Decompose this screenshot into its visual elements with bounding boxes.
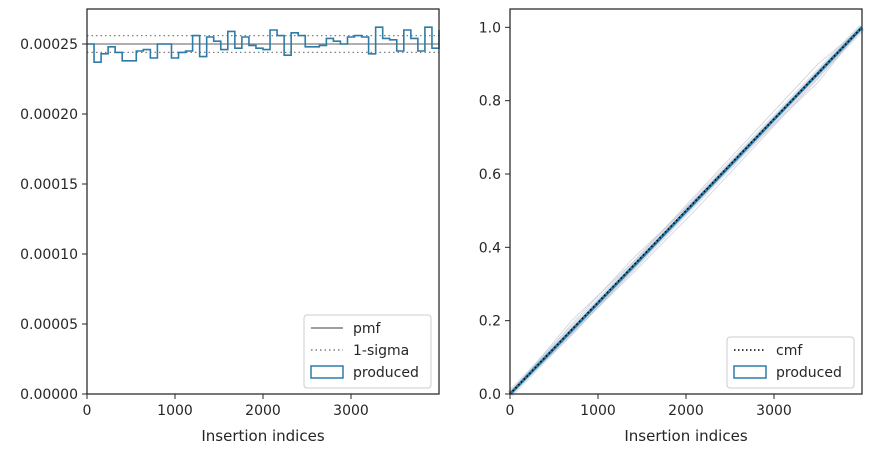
faint-curve — [509, 26, 863, 395]
left-legend: pmf 1-sigma produced — [303, 314, 432, 389]
legend-produced-label-right: produced — [776, 365, 842, 381]
left-panel-pmf: 0 1000 2000 3000 0.00000 0.00005 0.00010 0.0001… — [20, 8, 440, 445]
right-y-tick-label: 0.4 — [479, 240, 501, 256]
left-y-tick-label: 0.00020 — [20, 107, 78, 123]
right-x-tick-label: 3000 — [756, 403, 792, 419]
left-y-tick-label: 0.00015 — [20, 177, 78, 193]
left-plot-area — [87, 26, 440, 63]
left-x-tick-label: 1000 — [157, 403, 193, 419]
right-y-tick-label: 0.8 — [479, 94, 501, 110]
right-legend: cmf produced — [726, 336, 855, 389]
right-plot-area — [507, 24, 865, 397]
right-panel-cmf: 0 1000 2000 3000 0.0 0.2 0.4 0.6 0.8 1.0 Insertio… — [479, 8, 865, 445]
left-y-tick-label: 0.00025 — [20, 37, 78, 53]
legend-sigma-label: 1-sigma — [353, 343, 409, 359]
legend-cmf-label: cmf — [776, 343, 803, 359]
right-y-tick-label: 0.2 — [479, 314, 501, 330]
right-y-tick-label: 0.0 — [479, 387, 501, 403]
left-frame — [86, 8, 440, 395]
left-x-tick-label: 3000 — [333, 403, 369, 419]
legend-pmf-label: pmf — [353, 321, 382, 337]
right-x-tick-label: 2000 — [668, 403, 704, 419]
left-x-axis-label: Insertion indices — [201, 427, 324, 445]
right-frame — [509, 8, 863, 395]
left-axes: 0 1000 2000 3000 0.00000 0.00005 0.00010 0.0001… — [20, 8, 440, 419]
left-legend-frame — [303, 314, 432, 389]
right-x-tick-label: 1000 — [580, 403, 616, 419]
left-x-tick-label: 2000 — [245, 403, 281, 419]
legend-produced-label: produced — [353, 365, 419, 381]
cmf-line — [509, 26, 863, 395]
right-y-tick-label: 1.0 — [479, 20, 501, 36]
left-x-tick-label: 0 — [83, 403, 92, 419]
left-y-tick-label: 0.00000 — [20, 387, 78, 403]
left-y-tick-label: 0.00005 — [20, 317, 78, 333]
legend-produced-swatch-right — [733, 365, 767, 379]
right-y-tick-label: 0.6 — [479, 167, 501, 183]
left-y-tick-label: 0.00010 — [20, 247, 78, 263]
legend-produced-swatch — [310, 365, 344, 379]
right-axes: 0 1000 2000 3000 0.0 0.2 0.4 0.6 0.8 1.0 — [479, 8, 863, 419]
right-x-tick-label: 0 — [506, 403, 515, 419]
produced-step — [87, 26, 440, 63]
right-x-axis-label: Insertion indices — [624, 427, 747, 445]
